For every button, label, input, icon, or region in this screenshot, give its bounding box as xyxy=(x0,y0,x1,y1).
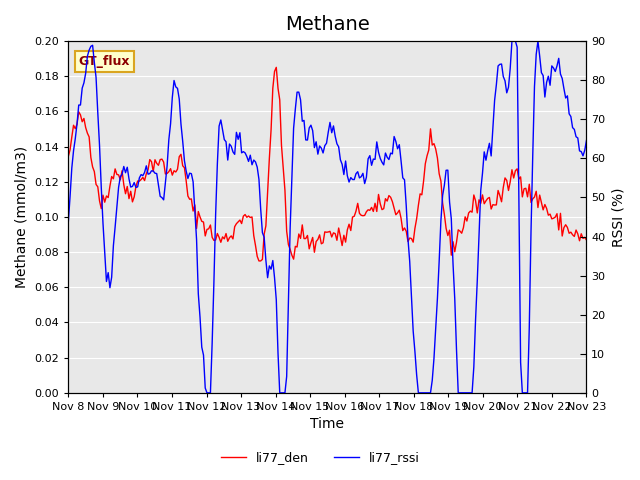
li77_rssi xyxy=(373,139,381,145)
Y-axis label: Methane (mmol/m3): Methane (mmol/m3) xyxy=(15,146,29,288)
li77_rssi xyxy=(65,219,72,225)
Text: GT_flux: GT_flux xyxy=(79,55,130,68)
li77_rssi xyxy=(66,193,74,199)
X-axis label: Time: Time xyxy=(310,418,344,432)
Line: li77_den: li77_den xyxy=(68,67,586,261)
li77_den xyxy=(538,200,545,205)
li77_rssi xyxy=(508,38,516,44)
li77_rssi xyxy=(503,90,511,96)
li77_rssi xyxy=(203,390,211,396)
li77_den xyxy=(376,201,384,207)
li77_den xyxy=(273,64,280,70)
li77_rssi xyxy=(383,155,391,160)
li77_rssi xyxy=(582,138,590,144)
li77_den xyxy=(504,188,512,193)
Line: li77_rssi: li77_rssi xyxy=(68,41,586,393)
li77_den xyxy=(385,192,393,198)
li77_rssi xyxy=(538,70,545,75)
li77_den xyxy=(374,192,382,197)
Title: Methane: Methane xyxy=(285,15,370,34)
li77_den xyxy=(255,258,263,264)
li77_rssi xyxy=(374,149,382,155)
li77_den xyxy=(582,237,590,243)
li77_den xyxy=(66,147,74,153)
Legend: li77_den, li77_rssi: li77_den, li77_rssi xyxy=(216,446,424,469)
Y-axis label: RSSI (%): RSSI (%) xyxy=(611,187,625,247)
li77_den xyxy=(65,154,72,159)
